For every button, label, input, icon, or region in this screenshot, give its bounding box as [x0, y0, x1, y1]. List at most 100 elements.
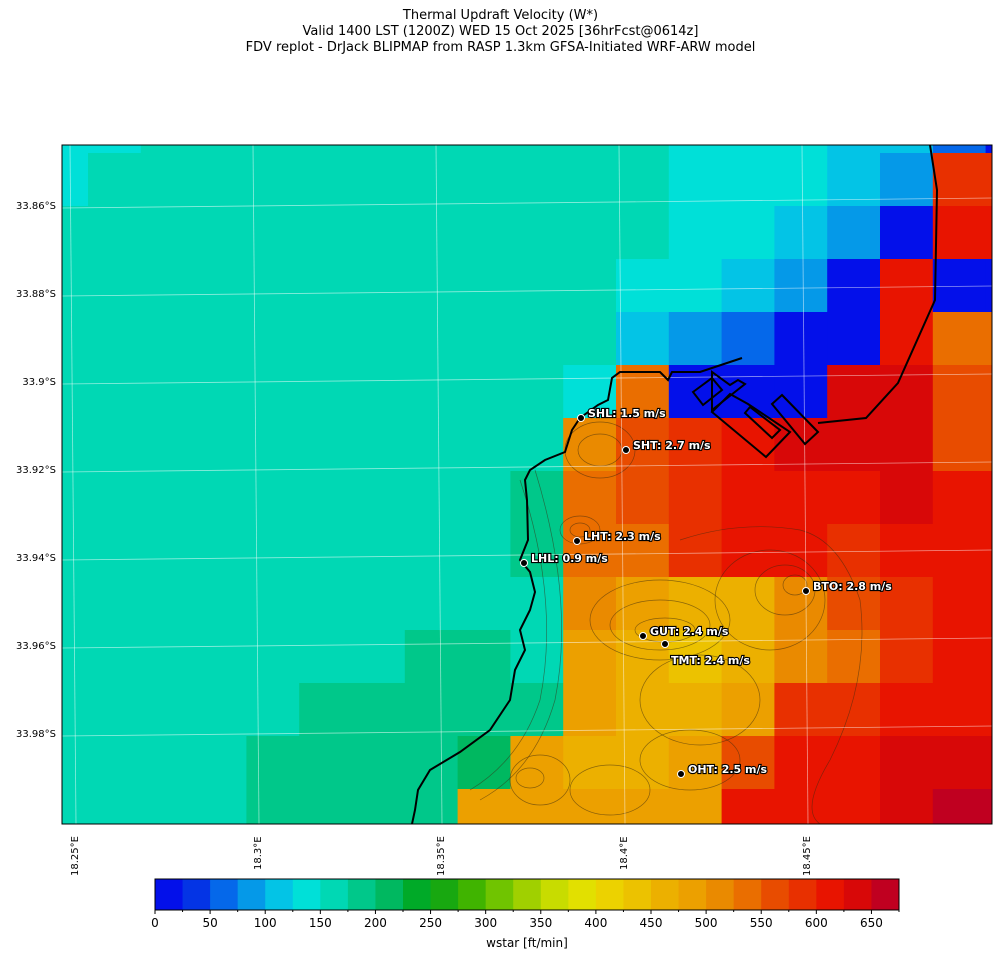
- wstar-cell: [246, 206, 300, 260]
- wstar-cell: [880, 145, 934, 154]
- wstar-cell: [246, 471, 300, 525]
- wstar-cell: [721, 524, 775, 578]
- wstar-cell: [774, 789, 828, 824]
- station-dot-gut[interactable]: [639, 632, 647, 640]
- colorbar-tick-label: 0: [151, 916, 159, 930]
- station-dot-bto[interactable]: [802, 587, 810, 595]
- wstar-cell: [880, 312, 934, 366]
- wstar-cell: [193, 145, 247, 154]
- wstar-cell: [932, 577, 987, 631]
- wstar-cell: [827, 471, 881, 525]
- lat-gridline: [62, 637, 992, 649]
- wstar-cell: [193, 577, 247, 631]
- lat-label: 33.96°S: [16, 641, 56, 652]
- station-dot-lhl[interactable]: [520, 559, 528, 567]
- wstar-cell: [457, 683, 511, 737]
- wstar-cell: [616, 789, 670, 824]
- wstar-cell: [352, 789, 406, 824]
- wstar-cell: [404, 259, 459, 313]
- wstar-cell: [88, 789, 142, 824]
- wstar-cell: [510, 259, 564, 313]
- wstar-cell: [404, 153, 459, 207]
- wstar-cell: [563, 418, 617, 472]
- wstar-grid: [62, 145, 992, 824]
- wstar-cell: [88, 683, 142, 737]
- station-dot-sht[interactable]: [622, 446, 630, 454]
- station-markers: SHL: 1.5 m/s SHT: 2.7 m/s LHT: 2.3 m/s LHL:…: [520, 406, 893, 778]
- wstar-cell: [985, 683, 992, 737]
- wstar-cell: [246, 577, 300, 631]
- station-dot-tmt[interactable]: [661, 640, 669, 648]
- wstar-cell: [721, 683, 775, 737]
- wstar-cell: [299, 418, 353, 472]
- wstar-cell: [62, 312, 89, 366]
- wstar-cell: [246, 683, 300, 737]
- colorbar-bin: [292, 879, 321, 910]
- wstar-cell: [774, 206, 828, 260]
- wstar-cell: [299, 471, 353, 525]
- wstar-cell: [721, 630, 775, 684]
- map-subtitle-model: FDV replot - DrJack BLIPMAP from RASP 1.…: [245, 40, 756, 55]
- wstar-cell: [140, 630, 195, 684]
- lon-gridline: [801, 145, 809, 824]
- colorbar-bin: [182, 879, 211, 910]
- station-dot-lht[interactable]: [573, 537, 581, 545]
- wstar-cell: [140, 577, 195, 631]
- wstar-cell: [880, 153, 934, 207]
- station-dot-shl[interactable]: [577, 414, 585, 422]
- wstar-cell: [457, 577, 511, 631]
- wstar-cell: [880, 471, 934, 525]
- graticule: [62, 145, 992, 824]
- wstar-cell: [299, 683, 353, 737]
- colorbar-bin: [513, 879, 542, 910]
- colorbar-tick-label: 350: [529, 916, 553, 930]
- wstar-cell: [880, 206, 934, 260]
- wstar-cell: [510, 789, 564, 824]
- wstar-cell: [299, 789, 353, 824]
- colorbar-bin: [485, 879, 514, 910]
- wstar-cell: [352, 418, 406, 472]
- wstar-cell: [246, 145, 300, 154]
- wstar-cell: [668, 206, 723, 260]
- station-label-oht: OHT: 2.5 m/s: [688, 763, 767, 776]
- wstar-cell: [88, 153, 142, 207]
- wstar-cell: [193, 153, 247, 207]
- wstar-cell: [827, 577, 881, 631]
- wstar-cell: [721, 471, 775, 525]
- wstar-cell: [668, 259, 723, 313]
- wstar-cell: [932, 736, 987, 790]
- colorbar-tick-label: 250: [419, 916, 442, 930]
- wstar-cell: [668, 153, 723, 207]
- colorbar-bin: [155, 879, 184, 910]
- wstar-cell: [880, 630, 934, 684]
- wstar-cell: [827, 153, 881, 207]
- lon-label: 18.4°E: [619, 836, 630, 870]
- wstar-cell: [985, 736, 992, 790]
- lat-label: 33.9°S: [22, 377, 56, 388]
- station-label-bto: BTO: 2.8 m/s: [813, 580, 892, 593]
- colorbar-bin: [843, 879, 872, 910]
- wstar-cell: [774, 259, 828, 313]
- wstar-cell: [932, 789, 987, 824]
- wstar-cell: [827, 365, 881, 419]
- wstar-cell: [88, 145, 142, 154]
- wstar-cell: [193, 312, 247, 366]
- colorbar-bin: [375, 879, 404, 910]
- colorbar-bin: [623, 879, 652, 910]
- lat-label: 33.86°S: [16, 201, 56, 212]
- wstar-cell: [668, 145, 723, 154]
- station-dot-oht[interactable]: [677, 770, 685, 778]
- lat-gridline: [62, 725, 992, 737]
- wstar-cell: [88, 418, 142, 472]
- wstar-cell: [880, 365, 934, 419]
- wstar-cell: [193, 471, 247, 525]
- wstar-cell: [721, 789, 775, 824]
- colorbar-tick-label: 600: [804, 916, 828, 930]
- wstar-cell: [827, 736, 881, 790]
- colorbar-bin: [458, 879, 487, 910]
- wstar-cell: [246, 365, 300, 419]
- lon-label: 18.35°E: [436, 836, 447, 876]
- wstar-cell: [932, 471, 987, 525]
- wstar-cell: [62, 577, 89, 631]
- lat-gridline: [62, 549, 992, 561]
